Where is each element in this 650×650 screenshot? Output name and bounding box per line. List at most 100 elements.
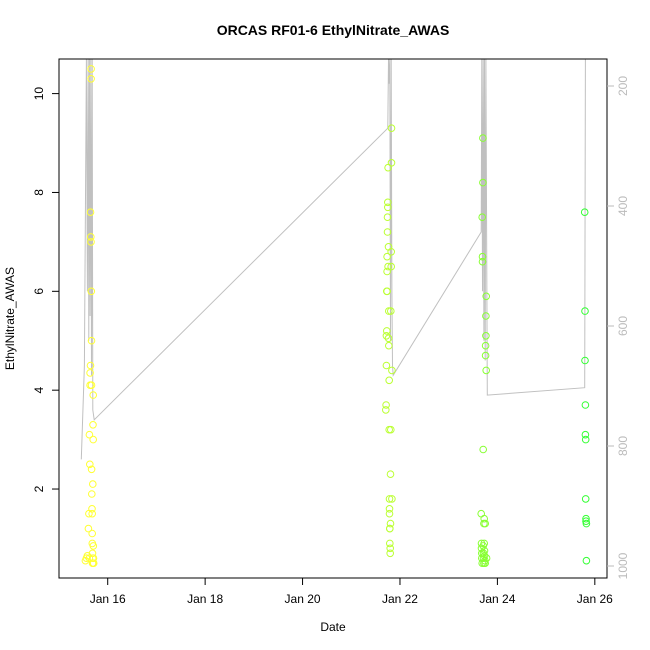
data-point bbox=[480, 547, 489, 555]
data-point bbox=[481, 559, 490, 568]
data-point bbox=[581, 495, 590, 503]
data-point bbox=[383, 228, 392, 236]
data-point bbox=[88, 505, 96, 513]
data-point bbox=[384, 334, 393, 343]
points-layer bbox=[81, 65, 591, 568]
data-point bbox=[87, 233, 95, 241]
data-point bbox=[387, 307, 395, 315]
data-point bbox=[386, 544, 395, 553]
data-point bbox=[383, 267, 391, 276]
y-tick-label: 6 bbox=[32, 288, 46, 295]
data-point bbox=[89, 480, 97, 488]
data-point bbox=[385, 509, 394, 518]
y-right-tick-label: 400 bbox=[616, 196, 630, 216]
data-point bbox=[481, 341, 490, 350]
data-point bbox=[480, 514, 489, 523]
data-point bbox=[581, 307, 589, 315]
plot-frame bbox=[58, 58, 608, 579]
data-point bbox=[582, 519, 591, 528]
data-point bbox=[382, 406, 390, 414]
data-point bbox=[478, 213, 487, 221]
x-axis: Jan 16 Jan 18 Jan 20 Jan 22 Jan 24 Jan 26 bbox=[90, 578, 613, 606]
data-point bbox=[388, 495, 396, 503]
data-point bbox=[386, 539, 394, 548]
data-point bbox=[580, 208, 589, 216]
data-point bbox=[388, 366, 396, 375]
data-point bbox=[86, 208, 95, 216]
data-point bbox=[482, 292, 491, 301]
line-layer bbox=[80, 59, 586, 460]
data-point bbox=[87, 381, 96, 390]
data-point bbox=[581, 435, 590, 444]
x-tick-label: Jan 16 bbox=[90, 592, 126, 606]
data-point bbox=[387, 124, 396, 132]
data-point bbox=[387, 262, 396, 271]
y-right-tick-label: 600 bbox=[616, 316, 630, 336]
data-point bbox=[386, 470, 395, 479]
data-point bbox=[480, 539, 489, 548]
x-tick-label: Jan 18 bbox=[187, 592, 223, 606]
data-point bbox=[385, 376, 394, 385]
data-point bbox=[479, 445, 488, 454]
data-point bbox=[481, 351, 490, 360]
data-point bbox=[581, 430, 590, 439]
y-tick-label: 10 bbox=[32, 87, 46, 101]
data-point bbox=[582, 514, 590, 523]
y-tick-label: 2 bbox=[32, 485, 46, 492]
data-point bbox=[383, 252, 391, 261]
data-point bbox=[384, 262, 392, 271]
data-point bbox=[382, 332, 391, 340]
x-tick-label: Jan 26 bbox=[577, 592, 613, 606]
data-point bbox=[479, 178, 487, 187]
data-point bbox=[478, 252, 487, 261]
data-point bbox=[384, 203, 392, 212]
x-tick-label: Jan 22 bbox=[382, 592, 418, 606]
data-point bbox=[480, 552, 489, 560]
data-point bbox=[87, 75, 95, 83]
data-point bbox=[383, 287, 391, 296]
data-point bbox=[87, 465, 96, 474]
data-point bbox=[89, 421, 97, 429]
y-right-tick-label: 200 bbox=[616, 76, 630, 96]
data-point bbox=[482, 312, 490, 320]
data-point bbox=[89, 542, 98, 550]
data-point bbox=[581, 401, 590, 409]
data-point bbox=[382, 361, 391, 370]
series-line bbox=[80, 59, 586, 460]
data-point bbox=[87, 336, 96, 345]
data-point bbox=[383, 327, 391, 335]
data-point bbox=[387, 425, 395, 434]
data-point bbox=[386, 549, 395, 558]
data-point bbox=[89, 559, 98, 568]
data-point bbox=[387, 248, 396, 256]
data-point bbox=[385, 341, 393, 350]
data-point bbox=[385, 307, 393, 315]
x-tick-label: Jan 24 bbox=[479, 592, 515, 606]
data-point bbox=[86, 460, 94, 469]
data-point bbox=[482, 332, 490, 340]
data-point bbox=[385, 495, 394, 503]
data-point bbox=[383, 213, 392, 221]
data-point bbox=[87, 287, 96, 296]
data-point bbox=[482, 554, 491, 563]
data-point bbox=[482, 366, 491, 375]
y-axis: 2 4 6 8 10 bbox=[32, 87, 59, 492]
data-point bbox=[84, 524, 93, 533]
data-point bbox=[85, 430, 94, 439]
y-axis-right: 200 400 600 800 1000 bbox=[607, 76, 630, 579]
data-point bbox=[88, 529, 96, 538]
data-point bbox=[582, 556, 591, 565]
data-point bbox=[477, 509, 486, 518]
data-point bbox=[386, 524, 394, 533]
data-point bbox=[479, 134, 487, 142]
data-point bbox=[384, 198, 392, 207]
data-point bbox=[382, 401, 390, 409]
data-point bbox=[86, 369, 94, 377]
x-axis-label: Date bbox=[320, 620, 346, 634]
y-right-tick-label: 800 bbox=[616, 436, 630, 456]
data-point bbox=[386, 519, 395, 528]
data-point bbox=[86, 361, 95, 370]
data-point bbox=[385, 505, 394, 513]
y-tick-label: 8 bbox=[32, 189, 46, 196]
